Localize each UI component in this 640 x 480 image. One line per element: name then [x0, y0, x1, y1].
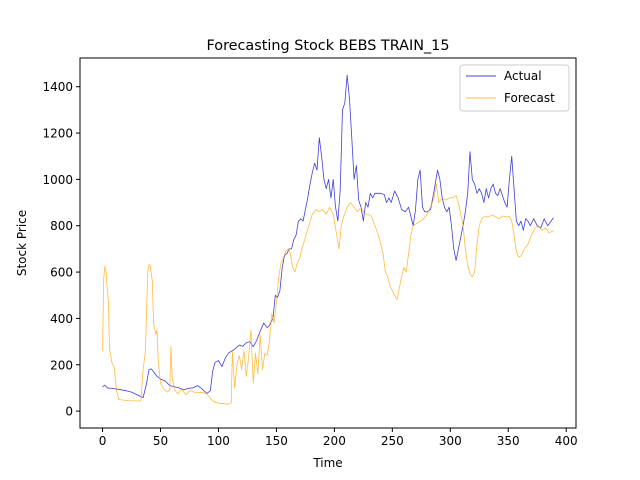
y-tick-label: 1000 [42, 173, 73, 187]
legend-forecast-label: Forecast [504, 91, 555, 105]
plot-area [79, 57, 577, 429]
x-axis-label: Time [312, 456, 342, 470]
series-line-forecast [102, 183, 554, 405]
legend: Actual Forecast [459, 64, 570, 112]
series-line-actual [102, 74, 554, 399]
y-axis: 0 200 400 600 800 1000 1200 1400 [42, 80, 80, 419]
y-tick-label: 200 [50, 358, 73, 372]
x-tick-label: 50 [153, 434, 168, 448]
x-tick-label: 200 [323, 434, 346, 448]
y-axis-label: Stock Price [15, 210, 29, 276]
plot-frame [79, 57, 577, 429]
y-tick-label: 1400 [42, 80, 73, 94]
x-tick-label: 250 [381, 434, 404, 448]
x-axis: 0 50 100 150 200 250 300 350 400 [99, 428, 578, 448]
y-tick-label: 1200 [42, 127, 73, 141]
chart-title: Forecasting Stock BEBS TRAIN_15 [207, 38, 450, 54]
y-tick-label: 0 [65, 405, 73, 419]
series-layer [102, 74, 554, 405]
x-tick-label: 350 [497, 434, 520, 448]
x-tick-label: 0 [99, 434, 107, 448]
x-tick-label: 400 [555, 434, 578, 448]
y-tick-label: 600 [50, 266, 73, 280]
x-tick-label: 300 [439, 434, 462, 448]
y-tick-label: 400 [50, 312, 73, 326]
x-tick-label: 150 [265, 434, 288, 448]
x-tick-label: 100 [207, 434, 230, 448]
y-tick-label: 800 [50, 219, 73, 233]
legend-actual-label: Actual [504, 69, 542, 83]
